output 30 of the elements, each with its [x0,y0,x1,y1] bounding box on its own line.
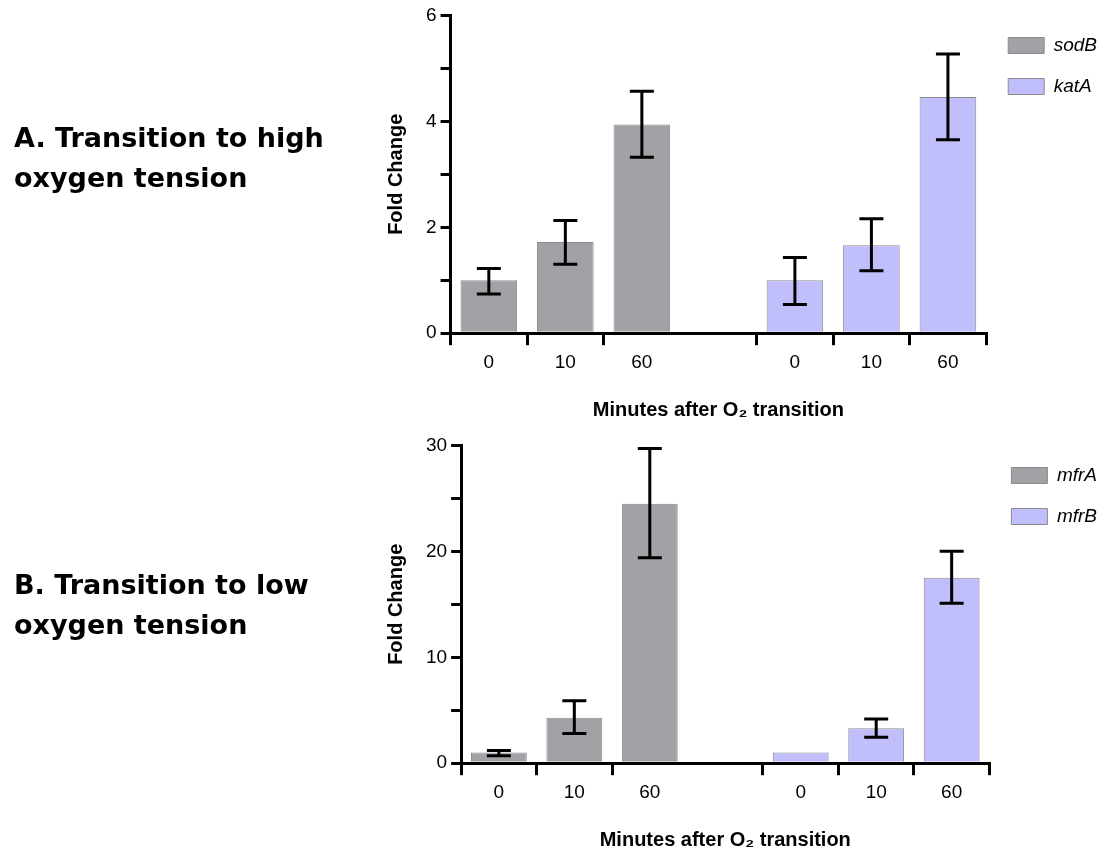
x-axis-title: Minutes after O₂ transition [592,397,844,420]
x-tick-label: 60 [941,780,963,802]
y-tick-label: 0 [436,751,448,773]
y-axis-title: Fold Change [383,543,406,665]
x-tick-label: 0 [493,780,505,802]
legend-label: katA [1053,74,1092,96]
x-tick-label: 0 [795,780,807,802]
y-tick-label: 0 [425,321,437,343]
x-tick-label: 10 [860,350,882,372]
x-tick-label: 0 [483,350,495,372]
x-tick-label: 60 [631,350,653,372]
x-tick-label: 10 [865,780,887,802]
x-tick-label: 60 [639,780,661,802]
text: B. Transition to low oxygen tension [14,568,310,642]
x-tick-label: 60 [937,350,959,372]
x-tick-label: 10 [563,780,585,802]
y-tick-label: 20 [425,539,448,561]
y-tick-label: 4 [425,109,437,131]
y-tick-label: 30 [425,433,448,455]
y-tick-label: 6 [425,3,437,25]
x-axis-title: Minutes after O₂ transition [599,827,851,850]
legend-label: mfrA [1056,463,1097,485]
y-tick-label: 2 [425,215,437,237]
x-tick-label: 0 [789,350,801,372]
y-axis-title: Fold Change [383,113,406,235]
x-tick-label: 10 [554,350,576,372]
legend-label: mfrB [1056,504,1098,526]
legend-label: sodB [1053,33,1098,55]
text: A. Transition to high oxygen tension [14,121,325,195]
y-tick-label: 10 [425,645,448,667]
